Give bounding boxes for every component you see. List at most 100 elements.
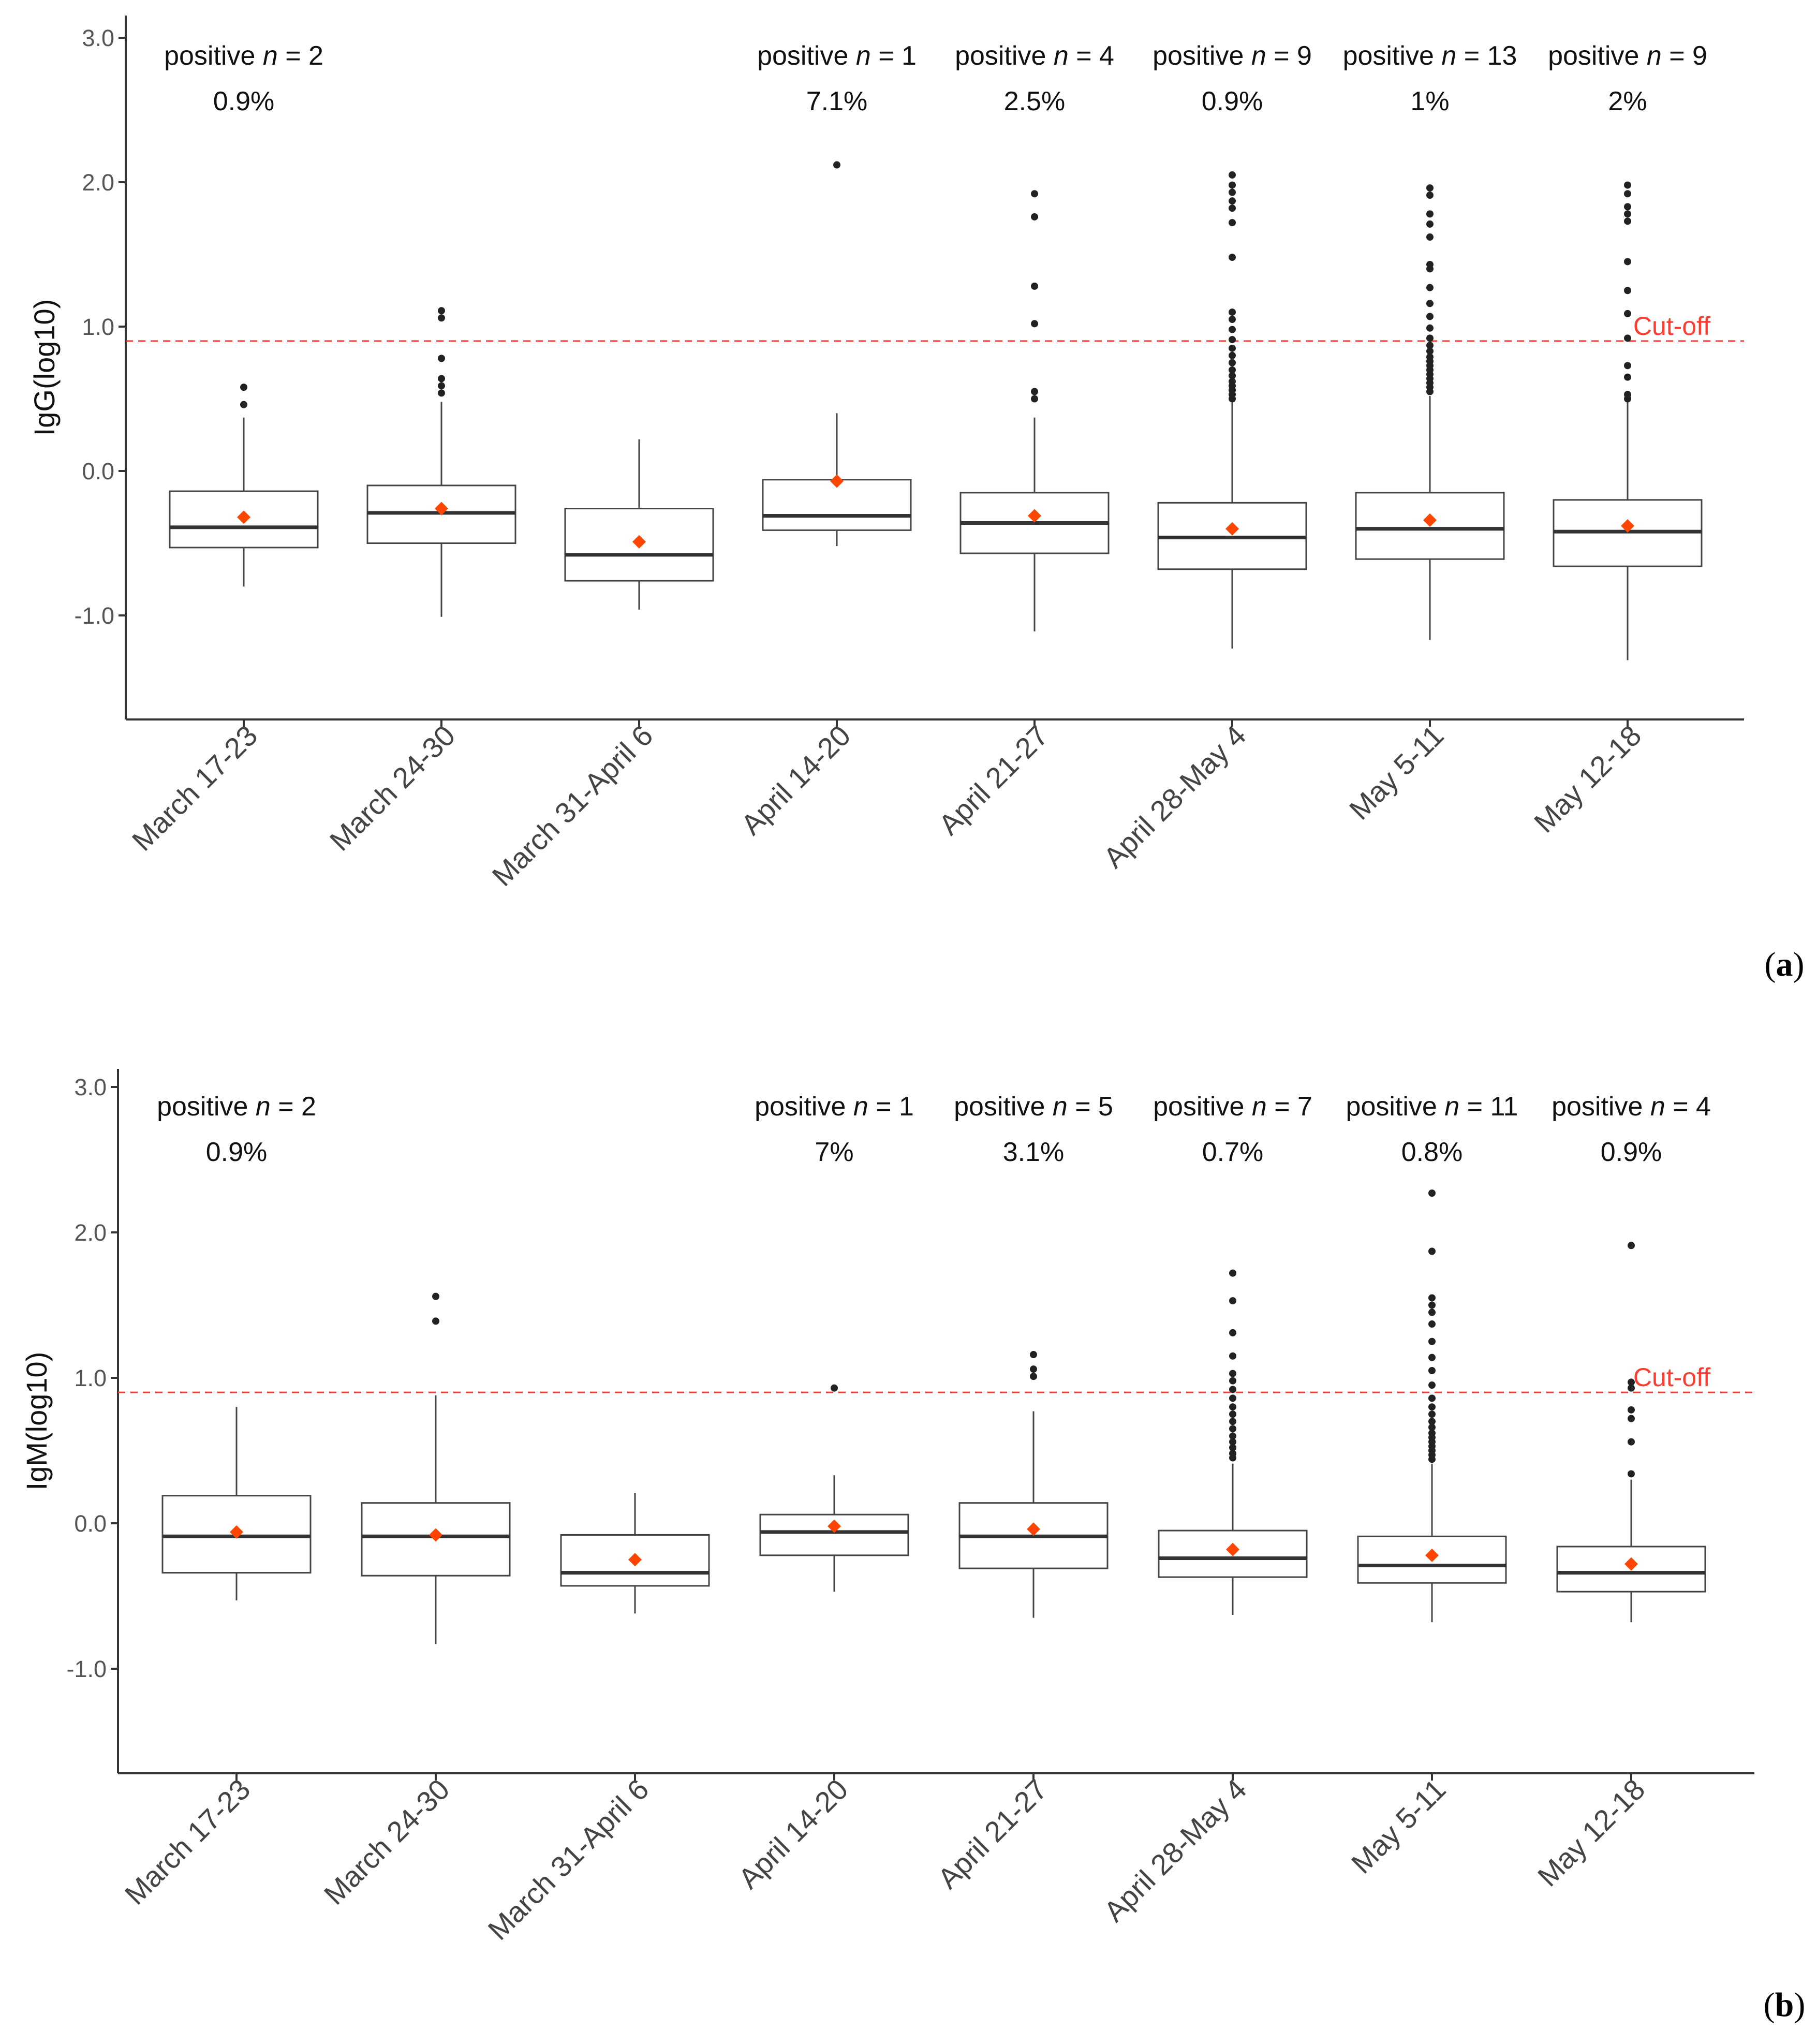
- box-group: [560, 1492, 710, 1614]
- box-group: [1157, 171, 1307, 649]
- outlier-point: [1229, 1432, 1236, 1440]
- outlier-point: [1031, 395, 1038, 403]
- annotation-n-value: = 1: [868, 1092, 914, 1122]
- annotation-positive-n: positive n = 1: [757, 41, 917, 71]
- outlier-point: [1428, 1320, 1436, 1328]
- mean-marker: [1624, 1557, 1638, 1571]
- box-group: [759, 1384, 909, 1592]
- y-tick-label: -1.0: [66, 1656, 107, 1682]
- outlier-point: [1624, 210, 1631, 218]
- outlier-point: [1229, 316, 1236, 323]
- outlier-point: [1030, 1373, 1037, 1380]
- annotation-text: positive: [1153, 41, 1251, 71]
- outlier-point: [1426, 192, 1434, 199]
- mean-marker: [830, 474, 844, 488]
- annotation-text: positive: [755, 1092, 853, 1122]
- annotation-text: positive: [164, 41, 263, 71]
- annotation-n-value: = 9: [1266, 41, 1312, 71]
- box-group: [564, 439, 714, 610]
- annotation-n-value: = 9: [1662, 41, 1707, 71]
- annotation-positive-n: positive n = 9: [1548, 41, 1707, 71]
- annotation-n-symbol: n: [1251, 41, 1266, 71]
- mean-marker: [828, 1519, 841, 1533]
- outlier-point: [1428, 1394, 1436, 1402]
- y-tick-label: 1.0: [82, 314, 114, 340]
- y-tick-label: 0.0: [82, 458, 114, 484]
- outlier-point: [1229, 326, 1236, 333]
- outlier-point: [1229, 1297, 1236, 1305]
- outlier-point: [1426, 261, 1434, 269]
- outlier-point: [438, 375, 445, 383]
- annotation-text: positive: [1346, 1092, 1445, 1122]
- outlier-point: [1624, 391, 1631, 399]
- outlier-point: [1229, 378, 1236, 386]
- outlier-point: [1428, 1418, 1436, 1425]
- outlier-point: [240, 401, 247, 408]
- outlier-point: [1624, 373, 1631, 381]
- annotation-text: positive: [955, 41, 1054, 71]
- annotation-percent: 0.8%: [1401, 1137, 1463, 1167]
- annotation-text: positive: [1552, 1092, 1650, 1122]
- y-axis-label: IgM(log10): [20, 1352, 53, 1491]
- annotation-n-symbol: n: [256, 1092, 271, 1122]
- annotation-percent: 7.1%: [806, 86, 868, 116]
- outlier-point: [1426, 233, 1434, 241]
- annotation-n-symbol: n: [1441, 41, 1456, 71]
- annotation-n-symbol: n: [1252, 1092, 1267, 1122]
- y-tick-label: 3.0: [74, 1074, 107, 1100]
- outlier-point: [1624, 181, 1631, 189]
- annotation-text: positive: [1548, 41, 1647, 71]
- outlier-point: [1031, 320, 1038, 328]
- annotation-text: positive: [1153, 1092, 1252, 1122]
- outlier-point: [1229, 197, 1236, 205]
- panel-label: (a): [1765, 946, 1805, 983]
- annotation-text: positive: [757, 41, 856, 71]
- outlier-point: [1229, 171, 1236, 179]
- outlier-point: [1229, 1386, 1236, 1393]
- outlier-point: [1229, 1329, 1236, 1336]
- annotation-positive-n: positive n = 9: [1153, 41, 1312, 71]
- outlier-point: [831, 1384, 838, 1392]
- box-group: [958, 1351, 1109, 1618]
- outlier-point: [1229, 1377, 1236, 1385]
- outlier-point: [1428, 1403, 1436, 1411]
- outlier-point: [1229, 1410, 1236, 1418]
- annotation-n-symbol: n: [1053, 1092, 1068, 1122]
- outlier-point: [1031, 388, 1038, 395]
- outlier-point: [438, 382, 445, 390]
- outlier-point: [1031, 282, 1038, 290]
- outlier-point: [833, 161, 840, 169]
- mean-marker: [632, 535, 646, 549]
- outlier-point: [1426, 347, 1434, 355]
- outlier-point: [1426, 324, 1434, 332]
- annotation-n-symbol: n: [1054, 41, 1069, 71]
- outlier-point: [1426, 313, 1434, 320]
- annotation-percent: 2.5%: [1004, 86, 1066, 116]
- outlier-point: [1229, 1450, 1236, 1458]
- annotation-percent: 3.1%: [1003, 1137, 1065, 1167]
- mean-marker: [1226, 1542, 1239, 1556]
- outlier-point: [432, 1292, 439, 1300]
- mean-marker: [1225, 522, 1239, 536]
- mean-marker: [237, 510, 250, 524]
- mean-marker: [1027, 1522, 1040, 1536]
- outlier-point: [1428, 1247, 1436, 1255]
- annotation-n-value: = 1: [871, 41, 917, 71]
- annotation-n-value: = 13: [1456, 41, 1517, 71]
- annotation-positive-n: positive n = 11: [1346, 1092, 1518, 1122]
- outlier-point: [1426, 184, 1434, 192]
- annotation-positive-n: positive n = 13: [1343, 41, 1517, 71]
- outlier-point: [1628, 1378, 1635, 1386]
- outlier-point: [1229, 1269, 1236, 1277]
- outlier-point: [1229, 359, 1236, 366]
- annotation-n-symbol: n: [1444, 1092, 1459, 1122]
- annotation-positive-n: positive n = 2: [157, 1092, 316, 1122]
- mean-marker: [435, 502, 448, 516]
- outlier-point: [1031, 190, 1038, 198]
- outlier-point: [1628, 1415, 1635, 1422]
- annotation-n-value: = 4: [1069, 41, 1114, 71]
- panel-label: (b): [1764, 1986, 1806, 2024]
- annotation-n-symbol: n: [1647, 41, 1662, 71]
- box-group: [361, 1292, 511, 1644]
- outlier-point: [1628, 1406, 1635, 1414]
